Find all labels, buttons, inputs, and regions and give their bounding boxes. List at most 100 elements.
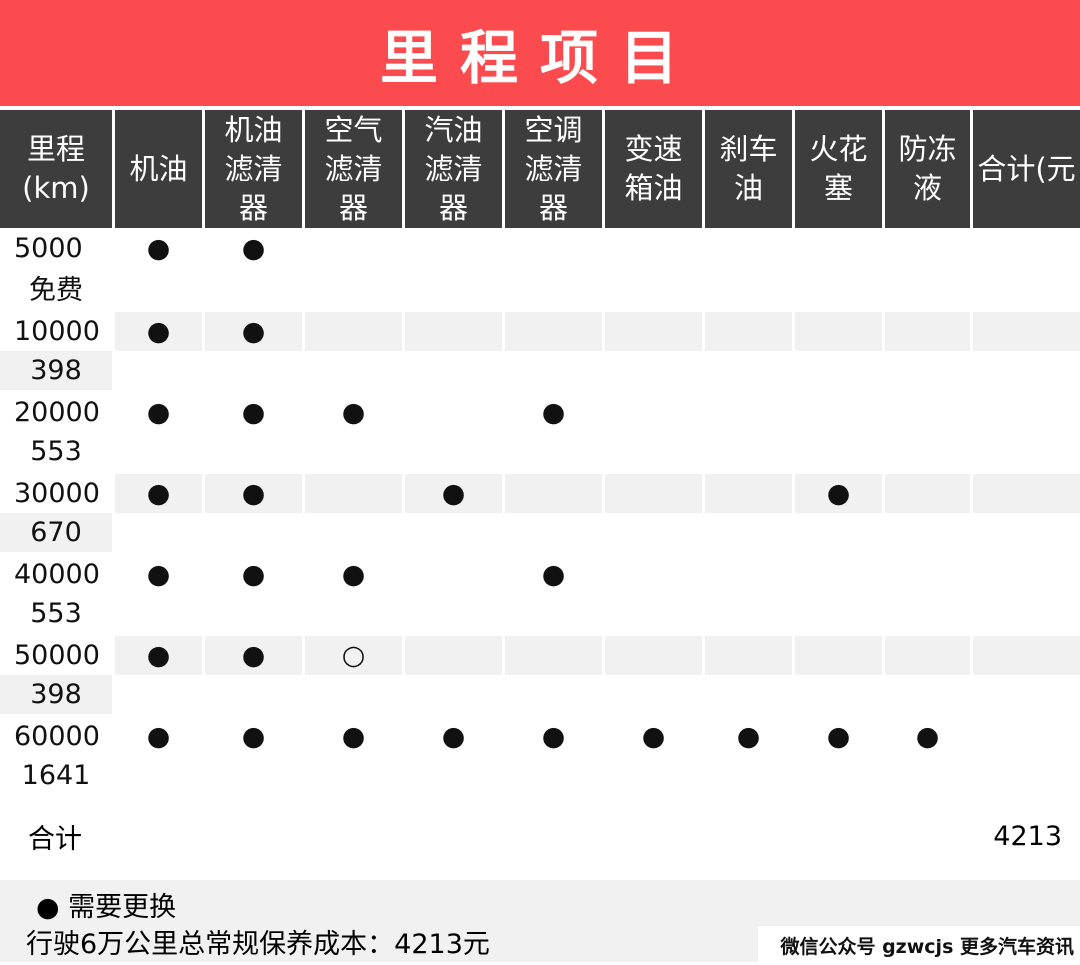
empty-cell xyxy=(505,636,602,675)
table-row: 30000 ● ● ● ● 670 xyxy=(0,474,1080,552)
replace-dot-icon: ● xyxy=(541,721,566,752)
mileage-cell: 5000 xyxy=(14,233,83,264)
column-header: 空调 滤清 器 xyxy=(505,110,602,228)
empty-cell xyxy=(885,474,970,513)
empty-cell xyxy=(305,312,402,351)
replace-dot-icon: ● xyxy=(541,397,566,428)
mileage-cell: 10000 xyxy=(0,312,112,351)
empty-cell xyxy=(973,717,1080,756)
empty-cell xyxy=(795,312,882,351)
replace-dot-icon: ● xyxy=(441,721,466,752)
replace-dot-icon: ● xyxy=(146,559,171,590)
empty-cell xyxy=(705,636,792,675)
empty-cell xyxy=(305,474,402,513)
replace-dot-icon: ● xyxy=(736,721,761,752)
empty-cell xyxy=(885,555,970,594)
column-header: 合计(元 xyxy=(973,110,1080,228)
empty-cell xyxy=(705,231,792,266)
empty-cell xyxy=(795,636,882,675)
replace-dot-icon: ● xyxy=(241,721,266,752)
replace-dot-icon: ● xyxy=(341,721,366,752)
mileage-cell: 50000 xyxy=(0,636,112,675)
replace-dot-icon: ● xyxy=(205,312,302,351)
table-body: 5000 ● ● 免费 10000 ● ● 398 20000 ● ● ● ● 553 30000 ● ● ● ● 6… xyxy=(0,231,1080,795)
empty-cell xyxy=(705,393,792,432)
empty-cell xyxy=(305,231,402,266)
empty-cell xyxy=(885,231,970,266)
legend: ● 需要更换 xyxy=(36,892,177,923)
total-value: 4213 xyxy=(993,820,1062,852)
replace-dot-icon: ● xyxy=(205,474,302,513)
replace-dot-icon: ● xyxy=(341,397,366,428)
empty-cell xyxy=(605,555,702,594)
optional-dot-icon: ○ xyxy=(305,636,402,675)
table-row: 5000 ● ● 免费 xyxy=(0,231,1080,309)
empty-cell xyxy=(405,555,502,594)
column-header: 机油 xyxy=(115,110,202,228)
column-header: 刹车 油 xyxy=(705,110,792,228)
empty-cell xyxy=(405,636,502,675)
empty-cell xyxy=(973,555,1080,594)
column-header: 火花 塞 xyxy=(795,110,882,228)
empty-cell xyxy=(405,393,502,432)
column-header: 变速 箱油 xyxy=(605,110,702,228)
column-header: 里程 (km) xyxy=(0,110,112,228)
replace-dot-icon: ● xyxy=(115,312,202,351)
empty-cell xyxy=(705,555,792,594)
mileage-cell: 40000 xyxy=(14,559,100,590)
empty-cell xyxy=(605,393,702,432)
empty-cell xyxy=(505,231,602,266)
mileage-cell: 20000 xyxy=(14,397,100,428)
total-label: 合计 xyxy=(28,823,82,855)
mileage-cell: 30000 xyxy=(0,474,112,513)
replace-dot-icon: ● xyxy=(541,559,566,590)
table-row: 50000 ● ● ○ 398 xyxy=(0,636,1080,714)
empty-cell xyxy=(605,474,702,513)
row-total: 免费 xyxy=(29,275,83,306)
replace-dot-icon: ● xyxy=(205,636,302,675)
column-header: 防冻 液 xyxy=(885,110,970,228)
row-total: 1641 xyxy=(21,760,91,791)
empty-cell xyxy=(605,312,702,351)
row-total: 398 xyxy=(0,351,112,390)
watermark: 微信公众号 gzwcjs 更多汽车资讯 xyxy=(758,926,1080,965)
empty-cell xyxy=(605,636,702,675)
replace-dot-icon: ● xyxy=(915,721,940,752)
empty-cell xyxy=(705,474,792,513)
table-row: 60000 ● ● ● ● ● ● ● ● ● 1641 xyxy=(0,717,1080,795)
empty-cell xyxy=(973,636,1080,675)
empty-cell xyxy=(795,555,882,594)
column-header: 机油 滤清 器 xyxy=(205,110,302,228)
empty-cell xyxy=(605,231,702,266)
empty-cell xyxy=(885,636,970,675)
empty-cell xyxy=(505,312,602,351)
replace-dot-icon: ● xyxy=(241,559,266,590)
empty-cell xyxy=(705,312,792,351)
empty-cell xyxy=(973,312,1080,351)
row-total: 398 xyxy=(0,675,112,714)
empty-cell xyxy=(885,393,970,432)
replace-dot-icon: ● xyxy=(115,474,202,513)
cost-note: 行驶6万公里总常规保养成本：4213元 xyxy=(26,929,490,960)
replace-dot-icon: ● xyxy=(146,397,171,428)
replace-dot-icon: ● xyxy=(146,721,171,752)
empty-cell xyxy=(505,474,602,513)
empty-cell xyxy=(885,312,970,351)
table-row: 10000 ● ● 398 xyxy=(0,312,1080,390)
table-row: 40000 ● ● ● ● 553 xyxy=(0,555,1080,633)
footer: ● 需要更换 行驶6万公里总常规保养成本：4213元 微信公众号 gzwcjs … xyxy=(0,880,1080,965)
empty-cell xyxy=(405,231,502,266)
empty-cell xyxy=(795,231,882,266)
empty-cell xyxy=(795,393,882,432)
replace-dot-icon: ● xyxy=(241,233,266,264)
replace-dot-icon: ● xyxy=(146,233,171,264)
replace-dot-icon: ● xyxy=(241,397,266,428)
total-row: 合计 4213 xyxy=(0,795,1080,877)
empty-cell xyxy=(973,474,1080,513)
empty-cell xyxy=(973,393,1080,432)
replace-dot-icon: ● xyxy=(341,559,366,590)
table-header: 里程 (km) 机油 机油 滤清 器空气 滤清 器汽油 滤清 器空调 滤清 器变速 … xyxy=(0,110,1080,228)
row-total: 553 xyxy=(30,598,82,629)
replace-dot-icon: ● xyxy=(826,721,851,752)
empty-cell xyxy=(973,231,1080,266)
